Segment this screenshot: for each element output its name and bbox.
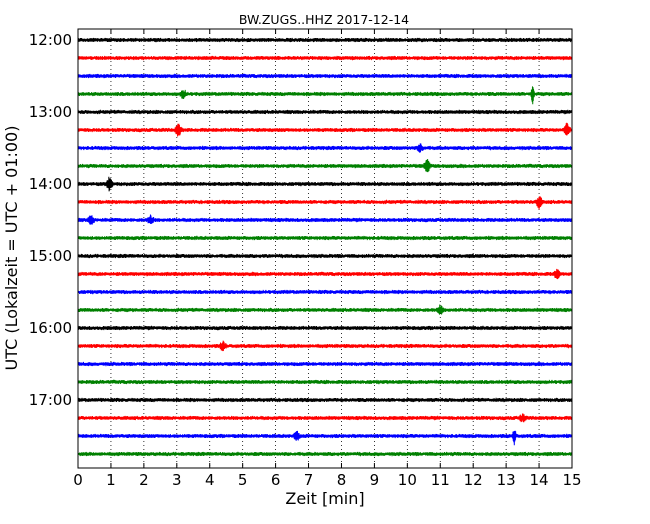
x-tick-label: 15 — [562, 471, 581, 489]
seismic-trace-1600 — [77, 325, 573, 331]
trace-layer — [77, 37, 573, 457]
seismic-trace-1645 — [77, 379, 573, 385]
y-axis-label: UTC (Lokalzeit = UTC + 01:00) — [2, 126, 21, 371]
seismic-trace-1230 — [77, 73, 573, 79]
seismic-trace-1445 — [77, 235, 573, 241]
x-tick-label: 6 — [271, 471, 281, 489]
seismic-trace-1430 — [77, 214, 573, 225]
y-tick-label: 16:00 — [29, 319, 72, 337]
x-tick-label: 2 — [139, 471, 149, 489]
seismic-trace-1300 — [77, 109, 573, 115]
tick-layer: 0 1 2 3 4 5 6 7 8 9 10 11 12 13 14 1512:0013:0014:0015:… — [29, 29, 582, 489]
plot-frame — [77, 28, 573, 469]
x-tick-label: 0 — [73, 471, 83, 489]
seismic-trace-1615 — [77, 340, 573, 352]
seismic-trace-1215 — [77, 55, 573, 61]
seismic-trace-1200 — [77, 37, 573, 43]
x-tick-label: 11 — [431, 471, 450, 489]
x-tick-label: 4 — [205, 471, 215, 489]
seismic-trace-1330 — [77, 143, 573, 153]
x-tick-label: 5 — [238, 471, 248, 489]
y-tick-label: 17:00 — [29, 391, 72, 409]
x-tick-label: 7 — [304, 471, 314, 489]
seismic-trace-1730 — [77, 430, 573, 446]
x-tick-label: 8 — [337, 471, 347, 489]
x-tick-label: 9 — [370, 471, 380, 489]
x-tick-label: 13 — [497, 471, 516, 489]
x-tick-label: 1 — [106, 471, 116, 489]
seismic-trace-1545 — [77, 304, 573, 315]
seismic-trace-1530 — [77, 289, 573, 295]
x-tick-label: 10 — [398, 471, 417, 489]
seismic-trace-1700 — [77, 397, 573, 403]
seismic-trace-1745 — [77, 451, 573, 457]
seismic-trace-1515 — [77, 268, 573, 280]
x-tick-label: 14 — [530, 471, 549, 489]
x-tick-label: 3 — [172, 471, 182, 489]
y-tick-label: 13:00 — [29, 103, 72, 121]
seismic-trace-1245 — [77, 86, 573, 105]
seismic-trace-1345 — [77, 159, 573, 173]
seismic-trace-1315 — [77, 122, 573, 137]
y-tick-label: 14:00 — [29, 175, 72, 193]
seismic-trace-1415 — [77, 196, 573, 210]
x-tick-label: 12 — [464, 471, 483, 489]
seismic-trace-1715 — [77, 413, 573, 423]
seismic-trace-1500 — [77, 253, 573, 259]
y-tick-label: 15:00 — [29, 247, 72, 265]
chart-title: BW.ZUGS..HHZ 2017-12-14 — [239, 12, 409, 27]
x-axis-label: Zeit [min] — [285, 489, 364, 508]
y-tick-label: 12:00 — [29, 31, 72, 49]
seismic-trace-1400 — [77, 176, 573, 192]
seismic-trace-1630 — [77, 361, 573, 367]
